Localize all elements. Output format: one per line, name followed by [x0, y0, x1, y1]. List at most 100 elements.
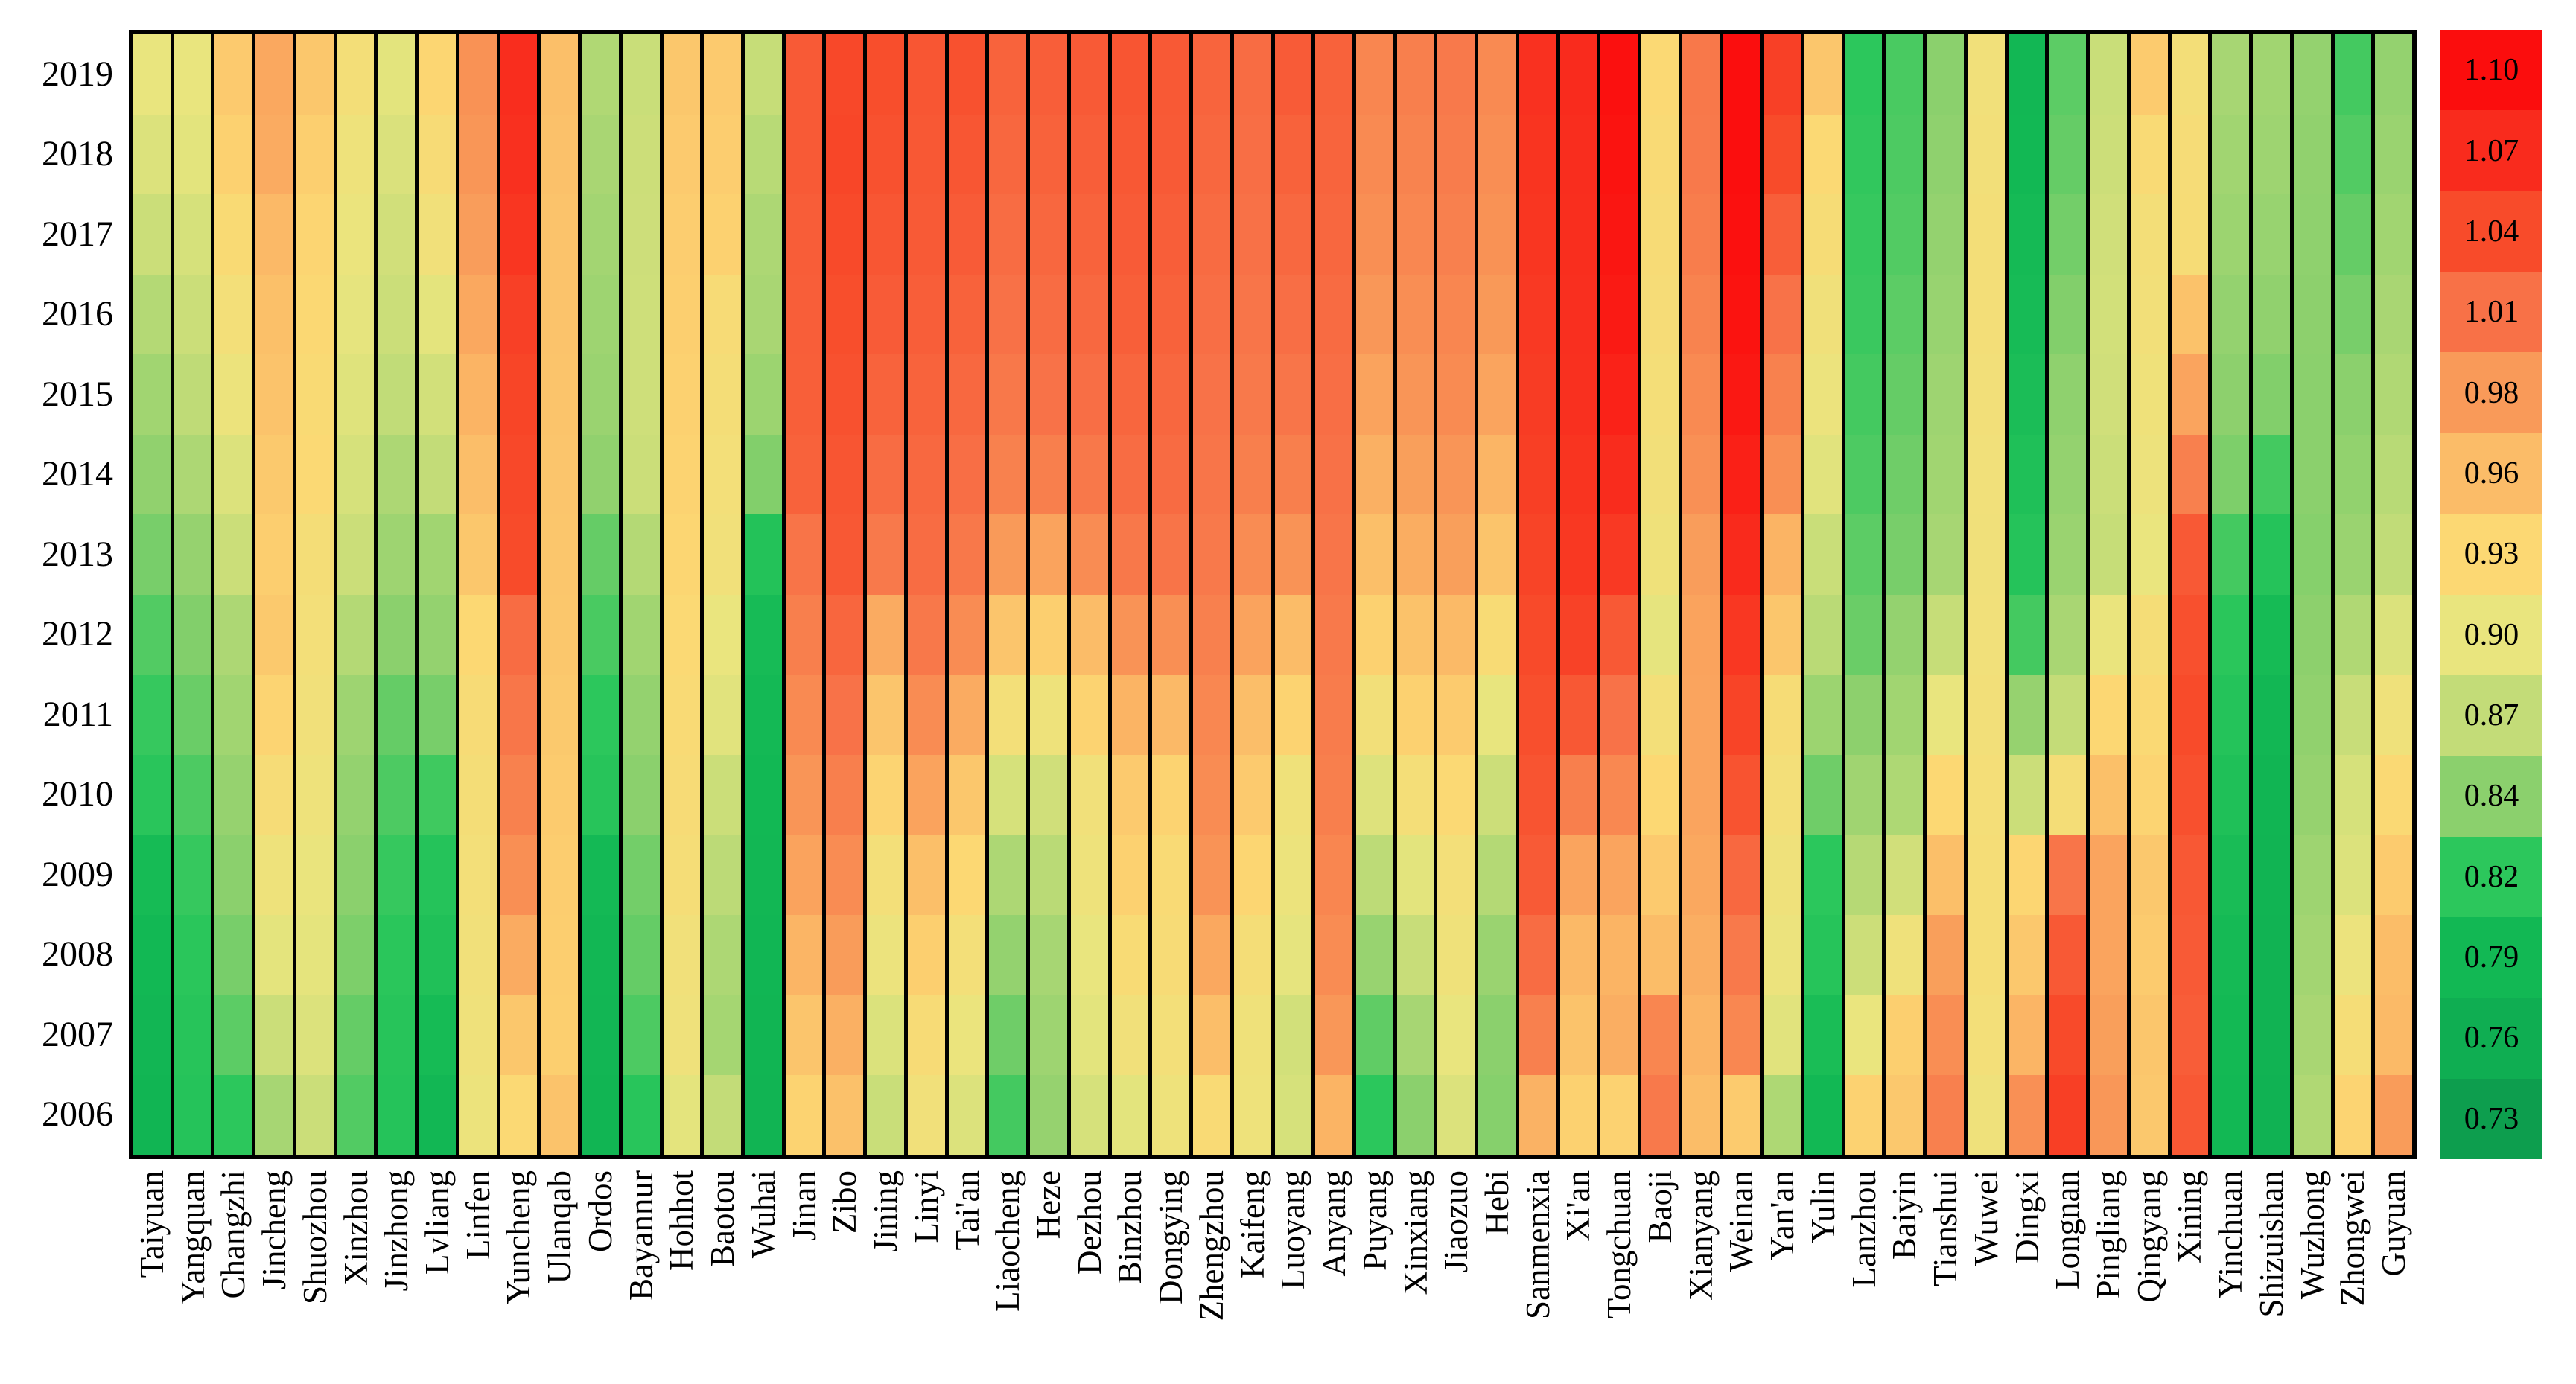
x-axis-label: Jincheng	[255, 1170, 293, 1289]
heatmap-cell	[133, 1074, 171, 1155]
heatmap-cell	[2008, 835, 2046, 915]
heatmap-cell	[1804, 995, 1842, 1075]
heatmap-cell	[2171, 594, 2209, 675]
heatmap-cell	[419, 274, 456, 354]
heatmap-cell	[541, 754, 579, 835]
heatmap-cell	[1559, 835, 1597, 915]
heatmap-cell	[1886, 274, 1924, 354]
heatmap-cell	[2090, 594, 2127, 675]
heatmap-cell	[2008, 754, 2046, 835]
heatmap-cell	[378, 434, 416, 514]
heatmap-cell	[2130, 114, 2168, 194]
heatmap-cell	[2375, 274, 2412, 354]
heatmap-cell	[1886, 354, 1924, 435]
heatmap-cell	[2212, 995, 2250, 1075]
y-axis-label: 2016	[42, 294, 113, 334]
heatmap-cell	[1804, 354, 1842, 435]
heatmap-cell	[2171, 274, 2209, 354]
heatmap-cell	[337, 354, 375, 435]
heatmap-cell	[1600, 754, 1638, 835]
heatmap-cell	[419, 34, 456, 115]
x-axis-label: Qingyang	[2130, 1170, 2168, 1303]
colorbar-block: 0.82	[2440, 836, 2542, 917]
heatmap-cell	[948, 34, 986, 115]
heatmap-cell	[1804, 675, 1842, 755]
heatmap-cell	[622, 194, 660, 275]
heatmap-cell	[2090, 754, 2127, 835]
heatmap-cell	[1804, 835, 1842, 915]
x-axis-label: Kaifeng	[1233, 1170, 1271, 1278]
heatmap-cell	[378, 514, 416, 595]
heatmap-cell	[1152, 114, 1190, 194]
heatmap-cell	[1559, 1074, 1597, 1155]
heatmap-cell	[2171, 914, 2209, 995]
heatmap-cell	[582, 995, 619, 1075]
heatmap-cell	[2008, 914, 2046, 995]
heatmap-cell	[948, 194, 986, 275]
heatmap-cell	[459, 914, 497, 995]
heatmap-cell	[1233, 354, 1271, 435]
heatmap-cell	[174, 514, 212, 595]
heatmap-cell	[1764, 114, 1801, 194]
heatmap-cell	[1233, 594, 1271, 675]
heatmap-cell	[704, 34, 741, 115]
heatmap-cell	[2293, 675, 2331, 755]
heatmap-cell	[459, 354, 497, 435]
heatmap-cell	[867, 514, 904, 595]
heatmap-cell	[907, 34, 945, 115]
heatmap-cell	[133, 434, 171, 514]
colorbar-tick-label: 0.82	[2464, 859, 2519, 894]
heatmap-cell	[1967, 194, 2005, 275]
heatmap-cell	[2293, 835, 2331, 915]
heatmap-cell	[1600, 1074, 1638, 1155]
heatmap-cell	[2293, 514, 2331, 595]
heatmap-cell	[622, 514, 660, 595]
heatmap-cell	[867, 995, 904, 1075]
heatmap-cell	[1723, 675, 1761, 755]
heatmap-cell	[1355, 434, 1393, 514]
heatmap-cell	[419, 754, 456, 835]
x-axis-label: Dingxi	[2008, 1170, 2046, 1264]
heatmap-cell	[2253, 194, 2290, 275]
heatmap-cell	[1233, 194, 1271, 275]
heatmap-cell	[1967, 675, 2005, 755]
heatmap-cell	[785, 835, 823, 915]
heatmap-cell	[500, 514, 538, 595]
x-axis-label: Liaocheng	[989, 1170, 1027, 1312]
heatmap-cell	[133, 194, 171, 275]
heatmap-cell	[1764, 514, 1801, 595]
heatmap-cell	[459, 34, 497, 115]
x-axis-label: Heze	[1029, 1170, 1067, 1240]
heatmap-cell	[419, 594, 456, 675]
heatmap-cell	[907, 754, 945, 835]
heatmap-cell	[1967, 1074, 2005, 1155]
heatmap-cell	[2334, 594, 2372, 675]
heatmap-cell	[2253, 675, 2290, 755]
heatmap-grid	[129, 30, 2417, 1159]
y-axis-label: 2012	[42, 614, 113, 654]
heatmap-cell	[948, 274, 986, 354]
heatmap-cell	[1845, 194, 1883, 275]
heatmap-cell	[582, 1074, 619, 1155]
x-axis-label: Ordos	[581, 1170, 619, 1252]
heatmap-cell	[255, 34, 293, 115]
heatmap-cell	[419, 914, 456, 995]
heatmap-cell	[1682, 34, 1720, 115]
heatmap-cell	[582, 514, 619, 595]
heatmap-cell	[1355, 34, 1393, 115]
heatmap-cell	[1804, 914, 1842, 995]
heatmap-cell	[337, 594, 375, 675]
heatmap-cell	[2090, 434, 2127, 514]
heatmap-cell	[1764, 354, 1801, 435]
heatmap-cell	[2171, 34, 2209, 115]
colorbar-block: 0.73	[2440, 1078, 2542, 1160]
heatmap-cell	[2049, 835, 2087, 915]
heatmap-cell	[541, 354, 579, 435]
heatmap-cell	[1927, 194, 1964, 275]
heatmap-cell	[1315, 514, 1352, 595]
heatmap-cell	[1437, 514, 1475, 595]
heatmap-cell	[1274, 274, 1312, 354]
heatmap-cell	[1070, 1074, 1108, 1155]
heatmap-cell	[174, 434, 212, 514]
heatmap-cell	[663, 354, 701, 435]
